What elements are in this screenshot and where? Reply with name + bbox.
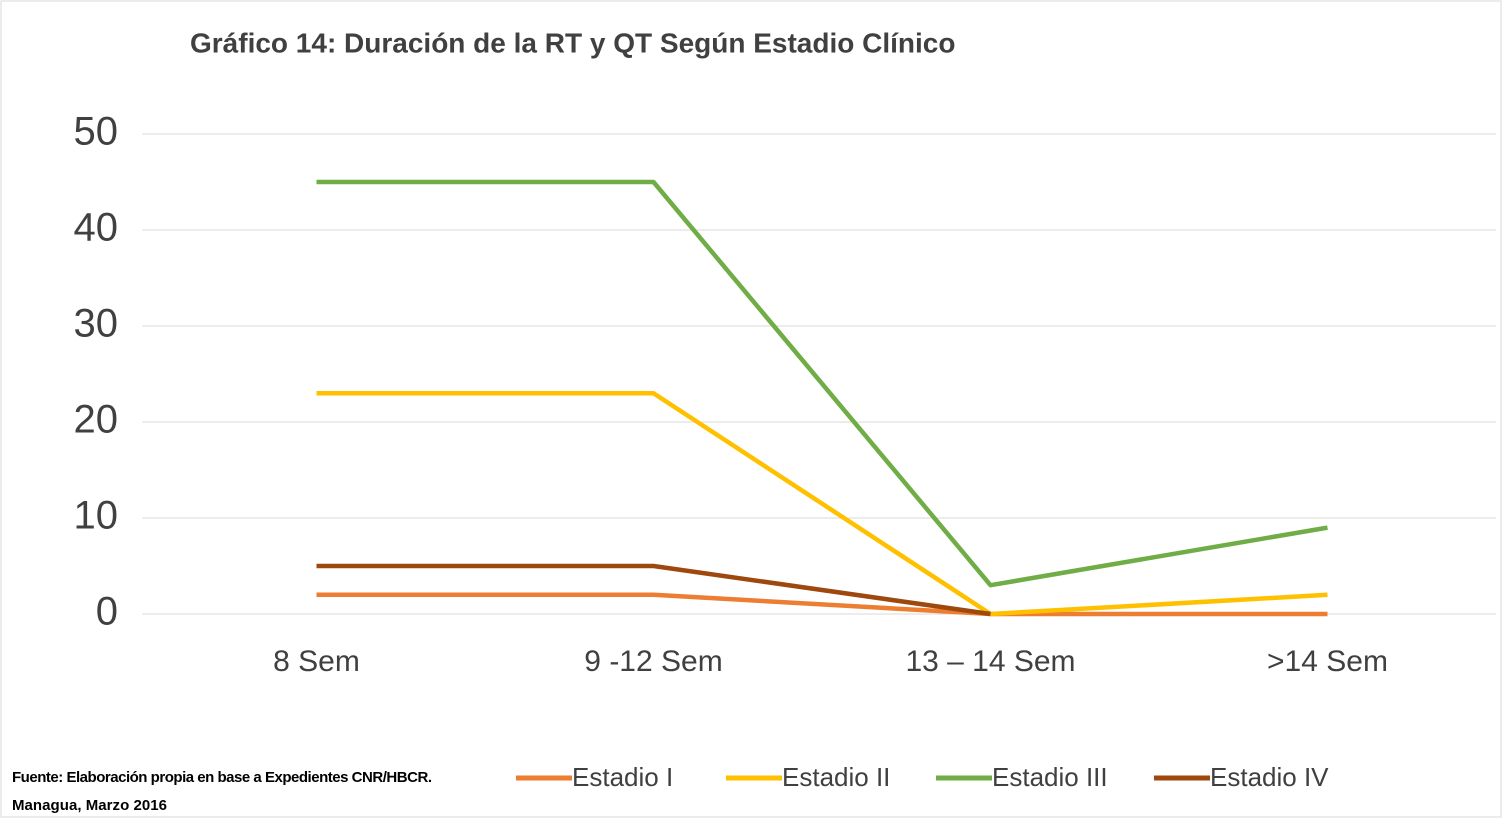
y-tick-label: 40	[74, 206, 119, 250]
legend-label: Estadio I	[572, 762, 673, 792]
y-tick-label: 10	[74, 494, 119, 538]
series-line	[316, 563, 991, 617]
legend-label: Estadio IV	[1210, 762, 1329, 792]
legend-label: Estadio III	[992, 762, 1108, 792]
series-line	[316, 592, 1328, 617]
series-line	[316, 390, 1328, 617]
legend-label: Estadio II	[782, 762, 890, 792]
y-tick-label: 0	[96, 590, 118, 634]
source-note: Fuente: Elaboración propia en base a Exp…	[12, 769, 432, 786]
x-tick-label: 8 Sem	[273, 645, 360, 678]
y-tick-label: 20	[74, 398, 119, 442]
series-line	[316, 179, 1328, 588]
y-tick-label: 50	[74, 110, 119, 154]
x-tick-label: 13 – 14 Sem	[905, 645, 1075, 678]
source-note: Managua, Marzo 2016	[12, 797, 167, 814]
y-tick-label: 30	[74, 302, 119, 346]
x-tick-label: >14 Sem	[1267, 645, 1388, 678]
x-tick-label: 9 -12 Sem	[584, 645, 722, 678]
chart-title: Gráfico 14: Duración de la RT y QT Según…	[190, 27, 955, 58]
